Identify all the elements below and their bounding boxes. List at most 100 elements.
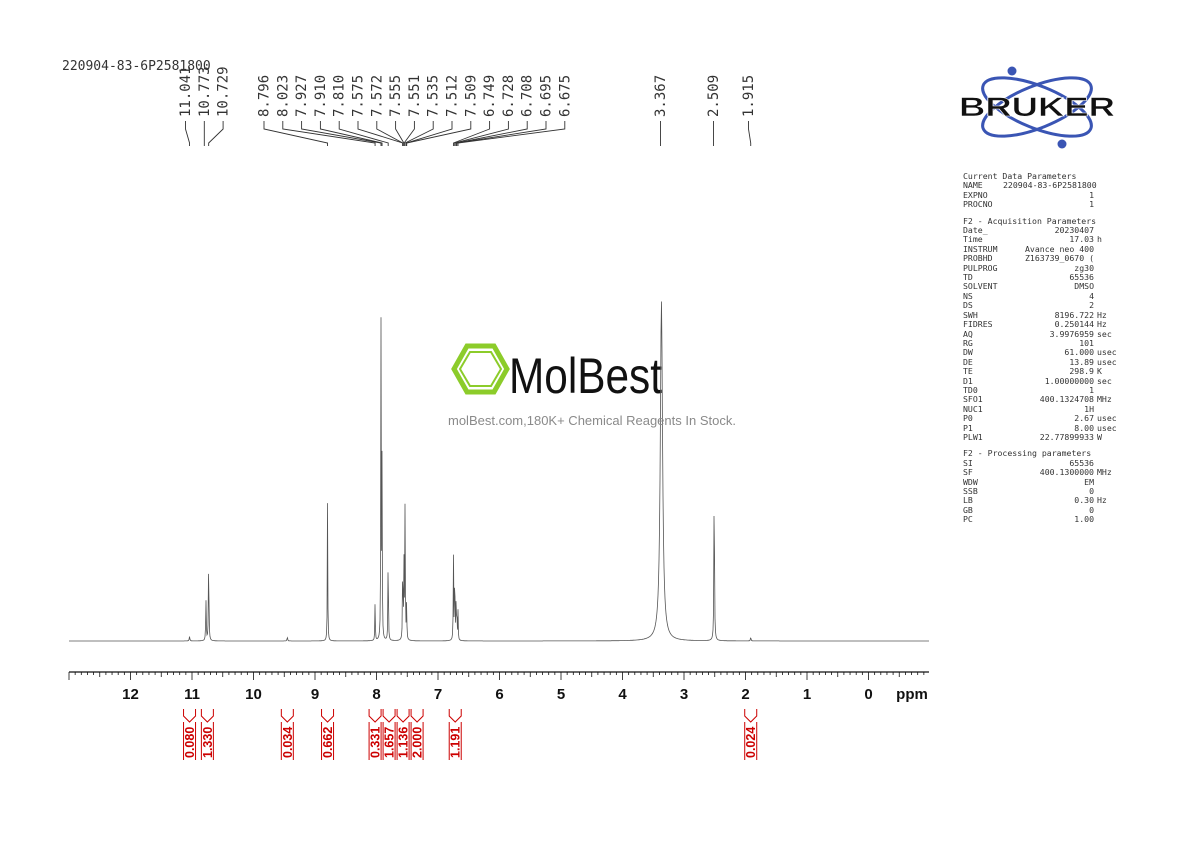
parameter-row: SI 65536: [963, 457, 1117, 468]
parameter-row: TD0 1: [963, 384, 1117, 395]
parameter-value: 2.67: [1074, 413, 1094, 424]
parameter-key: AQ: [963, 328, 973, 339]
x-tick-label: 1: [803, 686, 811, 703]
parameter-value: Avance neo 400: [1024, 243, 1094, 254]
parameter-value: Z163739_0670 (: [1024, 253, 1094, 264]
x-tick-label: 5: [557, 686, 565, 703]
parameter-value: 22.77899933: [1039, 431, 1094, 442]
parameter-unit: MHz: [1097, 467, 1112, 478]
x-tick-label: 11: [184, 686, 200, 703]
parameter-row: PROCNO 1: [963, 199, 1117, 210]
parameter-row: DE 13.89 usec: [963, 356, 1117, 367]
integrals: 0.080 1.330 0.034 0.662 0.331 1.657 1.136 2.000…: [183, 709, 758, 760]
parameter-row: PULPROG zg30: [963, 262, 1117, 273]
parameter-unit: Hz: [1097, 319, 1107, 330]
parameter-unit: usec: [1097, 356, 1117, 367]
integral-bracket: [448, 709, 462, 723]
x-tick-label: 4: [618, 686, 627, 703]
parameter-key: LB: [963, 495, 973, 506]
peak-label: 7.810: [332, 75, 348, 117]
molbest-hexagon-icon: [451, 343, 510, 395]
peak-label: 8.023: [275, 75, 291, 117]
parameter-value: 1.00000000: [1044, 375, 1094, 386]
integral-bracket: [321, 709, 335, 723]
peak-label-leader: [457, 121, 566, 146]
parameter-unit: MHz: [1097, 394, 1112, 405]
peak-label: 7.509: [463, 75, 479, 117]
x-tick-label: 7: [434, 686, 442, 703]
parameter-unit: [1097, 181, 1120, 190]
integral-label: 1.191: [449, 727, 463, 758]
parameter-key: SI: [963, 457, 973, 468]
parameter-value: 65536: [1069, 457, 1094, 468]
peak-label: 1.915: [741, 75, 757, 117]
peak-label-leader: [455, 121, 528, 146]
peak-label: 6.675: [557, 75, 573, 117]
integral-bracket: [382, 709, 396, 723]
parameter-row: NAME 220904-83-6P2581800: [963, 180, 1120, 191]
parameter-value: 400.1300000: [1039, 467, 1094, 478]
integral-label: 0.662: [321, 727, 335, 758]
parameter-unit: [1094, 264, 1117, 273]
peak-label: 10.729: [216, 66, 232, 117]
spectrum-line: [69, 301, 929, 642]
parameter-value: zg30: [1074, 262, 1094, 273]
parameter-row: INSTRUM Avance neo 400: [963, 243, 1117, 254]
x-tick-label: 12: [122, 686, 139, 703]
parameter-unit: [1094, 282, 1117, 291]
parameter-unit: K: [1097, 366, 1102, 377]
integral-label: 0.331: [369, 727, 383, 758]
integral-bracket: [368, 709, 382, 723]
peak-labels: 11.041 10.773 10.729 8.796 8.023 7.927 7.910 7.…: [178, 66, 757, 146]
parameter-value: 0.30: [1074, 495, 1094, 506]
parameter-group-header: F2 - Processing parameters: [963, 448, 1092, 459]
parameter-key: PLW1: [963, 431, 983, 442]
integral-label: 2.000: [411, 727, 425, 758]
parameter-key: GB: [963, 504, 973, 515]
peak-label-leader: [263, 121, 328, 146]
parameter-value: 298.9: [1069, 366, 1094, 377]
parameter-value: 65536: [1069, 272, 1094, 283]
peak-label-leader: [185, 121, 190, 146]
peak-label: 7.575: [351, 75, 367, 117]
integral-bracket: [410, 709, 424, 723]
parameter-unit: [1094, 200, 1117, 209]
parameter-value: 17.03: [1069, 234, 1094, 245]
parameter-row: SF 400.1300000 MHz: [963, 467, 1117, 478]
parameter-key: NS: [963, 290, 973, 301]
integral-label: 0.080: [183, 727, 197, 758]
molbest-watermark: MolBest: [451, 343, 662, 404]
parameter-row: NS 4: [963, 290, 1117, 301]
integral-label: 0.034: [281, 727, 295, 758]
parameter-key: PC: [963, 514, 973, 525]
parameter-row: AQ 3.9976959 sec: [963, 328, 1117, 339]
parameter-value: 220904-83-6P2581800: [1003, 180, 1097, 191]
parameter-unit: [1094, 478, 1117, 487]
parameter-key: Time: [963, 234, 983, 245]
peak-label-leader: [454, 121, 509, 146]
integral-bracket: [280, 709, 294, 723]
parameter-key: DE: [963, 356, 973, 367]
parameter-row: WDW EM: [963, 477, 1117, 487]
peak-label: 7.535: [426, 75, 442, 117]
parameter-value: 1: [1089, 384, 1094, 395]
integral-bracket: [396, 709, 410, 723]
parameter-row: PLW1 22.77899933 W: [963, 431, 1117, 442]
parameter-value: DMSO: [1074, 281, 1094, 292]
parameter-key: PROBHD: [963, 253, 993, 264]
parameter-value: 2: [1089, 300, 1094, 311]
parameter-row: PC 1.00: [963, 514, 1117, 525]
integral-label: 1.136: [397, 727, 411, 758]
parameter-key: PROCNO: [963, 199, 993, 210]
parameter-key: EXPNO: [963, 189, 988, 200]
ppm-axis: 12 11 10 9 8 7 6 5 4 3 2 1 0 ppm: [68, 671, 929, 703]
peak-label-leader: [301, 121, 382, 146]
parameter-unit: [1094, 515, 1117, 524]
parameter-group: F2 - Acquisition Parameters Date_ 20230407…: [963, 216, 1117, 443]
parameter-unit: W: [1097, 431, 1102, 442]
integral-label: 0.024: [744, 727, 758, 758]
parameter-key: SSB: [963, 486, 978, 496]
peak-label: 11.041: [178, 66, 194, 117]
integral-label: 1.330: [201, 727, 215, 758]
parameter-value: 1.00: [1074, 514, 1094, 525]
